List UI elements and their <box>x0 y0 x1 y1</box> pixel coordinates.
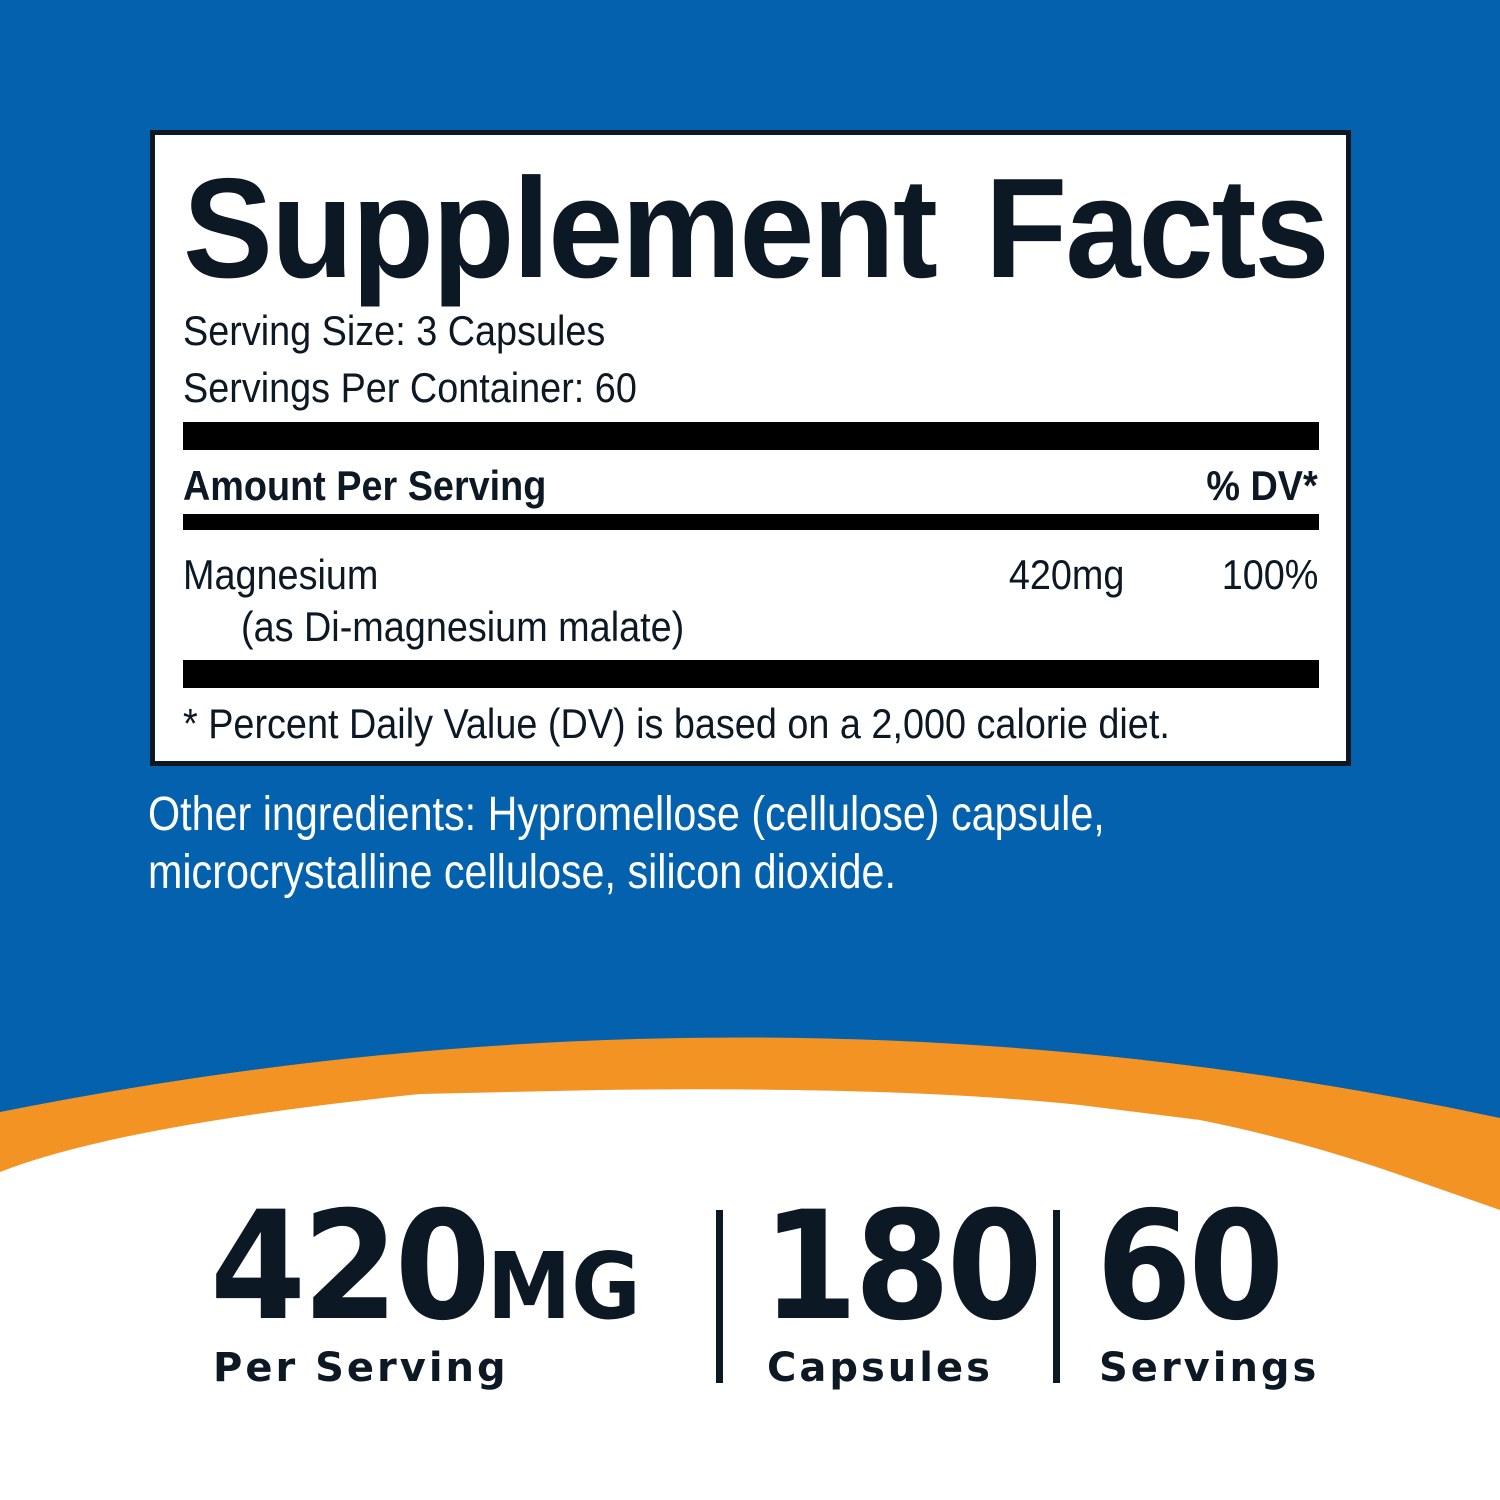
thick-divider <box>183 422 1319 450</box>
stat-value: 420 <box>210 1180 491 1354</box>
white-area <box>0 1089 1500 1500</box>
stat-servings-value: 60 <box>1096 1180 1284 1354</box>
servings-per-container: Servings Per Container: 60 <box>183 364 637 411</box>
stat-unit: MG <box>487 1233 641 1340</box>
supplement-facts-panel: Supplement Facts Serving Size: 3 Capsule… <box>150 130 1351 766</box>
nutrient-source: (as Di-magnesium malate) <box>241 603 685 650</box>
stat-per-serving-label: Per Serving <box>213 1345 509 1391</box>
other-ingredients-line: Other ingredients: Hypromellose (cellulo… <box>148 788 1105 841</box>
nutrient-name: Magnesium <box>183 551 379 598</box>
stat-capsules-value: 180 <box>762 1180 1043 1354</box>
divider <box>183 514 1319 530</box>
other-ingredients: Other ingredients: Hypromellose (cellulo… <box>148 786 1105 902</box>
footnote: * Percent Daily Value (DV) is based on a… <box>183 700 1170 747</box>
stat-divider <box>716 1210 723 1383</box>
nutrient-amount: 420mg <box>1008 551 1124 598</box>
dv-header: % DV* <box>1206 462 1318 509</box>
amount-per-serving-header: Amount Per Serving <box>183 462 547 509</box>
stat-per-serving-value: 420MG <box>210 1180 641 1354</box>
stat-capsules-label: Capsules <box>767 1345 993 1391</box>
panel-title: Supplement Facts <box>183 149 1330 308</box>
other-ingredients-line: microcrystalline cellulose, silicon diox… <box>148 846 896 899</box>
thick-divider <box>183 660 1319 688</box>
nutrient-dv: 100% <box>1221 551 1318 598</box>
stat-servings-label: Servings <box>1099 1345 1320 1391</box>
serving-size: Serving Size: 3 Capsules <box>183 307 606 354</box>
stat-divider <box>1053 1210 1060 1383</box>
